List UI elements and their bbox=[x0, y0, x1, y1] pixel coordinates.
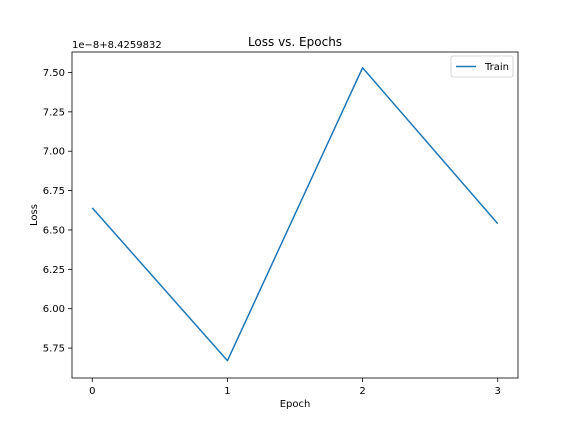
x-tick-label: 1 bbox=[224, 386, 230, 397]
y-tick-label: 6.00 bbox=[43, 304, 65, 315]
y-tick-label: 5.75 bbox=[43, 344, 65, 355]
chart-title: Loss vs. Epochs bbox=[248, 35, 342, 49]
y-tick-label: 7.25 bbox=[43, 107, 65, 118]
x-tick-label: 0 bbox=[89, 386, 95, 397]
y-tick-label: 6.50 bbox=[43, 225, 65, 236]
legend-label-train: Train bbox=[484, 62, 509, 73]
x-axis-label: Epoch bbox=[280, 399, 311, 410]
y-tick-label: 6.75 bbox=[43, 186, 65, 197]
plot-area bbox=[71, 51, 519, 379]
series-line-train bbox=[91, 66, 499, 362]
y-tick-label: 6.25 bbox=[43, 265, 65, 276]
y-axis-label: Loss bbox=[29, 204, 40, 226]
y-offset-label: 1e−8+8.4259832 bbox=[72, 40, 162, 51]
x-axis: 0 1 2 3 bbox=[89, 378, 501, 397]
legend: Train bbox=[450, 55, 514, 78]
y-tick-label: 7.50 bbox=[43, 68, 65, 79]
y-tick-label: 7.00 bbox=[43, 147, 65, 158]
x-tick-label: 2 bbox=[359, 386, 365, 397]
legend-box bbox=[450, 55, 514, 78]
x-tick-label: 3 bbox=[495, 386, 501, 397]
y-axis: 5.75 6.00 6.25 6.50 6.75 7.00 7.25 7.50 bbox=[43, 68, 72, 355]
series-layer bbox=[91, 66, 499, 362]
